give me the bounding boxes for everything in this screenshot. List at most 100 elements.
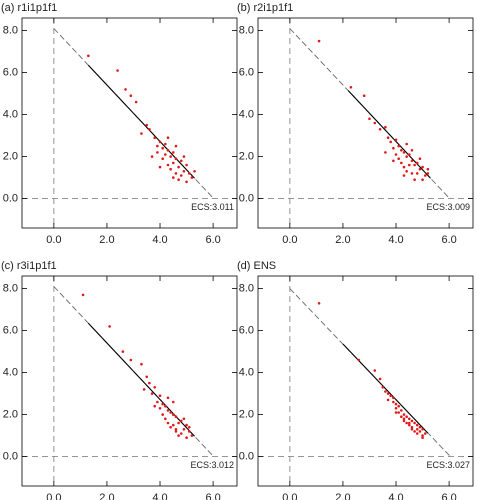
point <box>421 434 424 437</box>
point <box>185 436 188 440</box>
point <box>386 136 390 139</box>
point <box>402 151 406 154</box>
annotation: ECS:3.012 <box>190 460 234 470</box>
y-tick-label: 4.0 <box>3 367 18 379</box>
x-tick-label: 0.0 <box>282 234 297 246</box>
point <box>410 159 414 163</box>
point <box>421 436 424 440</box>
y-tick-label: 8.0 <box>239 25 254 37</box>
point <box>349 86 353 89</box>
point <box>373 369 377 372</box>
point <box>166 163 170 167</box>
plot-frame <box>257 17 474 229</box>
point <box>190 176 194 179</box>
point <box>394 411 398 414</box>
point <box>171 151 175 154</box>
annotation-bg <box>183 458 235 471</box>
point <box>187 425 191 429</box>
fit-line-solid <box>87 64 195 179</box>
point <box>182 170 186 173</box>
point <box>150 392 154 395</box>
point <box>384 151 387 154</box>
annotation: ECS:3.011 <box>191 202 234 212</box>
point <box>400 415 403 419</box>
point <box>421 428 424 431</box>
point <box>169 155 172 158</box>
point <box>402 417 406 421</box>
point <box>145 375 149 379</box>
point <box>116 69 119 72</box>
point <box>402 413 406 416</box>
point <box>182 155 186 158</box>
x-tick-label: 6.0 <box>205 492 220 500</box>
panel-title: (a) r1i1p1f1 <box>1 2 57 14</box>
point <box>142 388 146 391</box>
panel-title: (b) r2i1p1f1 <box>237 2 293 14</box>
point <box>153 386 157 389</box>
point <box>164 142 167 146</box>
point <box>402 419 406 423</box>
point <box>426 167 430 171</box>
y-tick-label: 2.0 <box>239 151 254 163</box>
point <box>171 176 175 179</box>
point <box>193 170 196 173</box>
point <box>410 425 414 429</box>
point <box>426 172 430 175</box>
x-tick-label: 2.0 <box>335 492 350 500</box>
fit-line-solid <box>342 343 429 434</box>
point <box>407 163 411 167</box>
point <box>161 413 164 416</box>
point <box>156 144 159 148</box>
point <box>187 172 191 175</box>
panel: (a) r1i1p1f1 0.0 2.0 4.0 6.0 0.0 2.0 4.0 6.0 8.0 E… <box>1 2 238 246</box>
x-tick-label: 2.0 <box>335 234 350 246</box>
panel-title: (c) r3i1p1f1 <box>1 260 57 272</box>
point <box>389 394 393 398</box>
y-tick-label: 6.0 <box>239 325 254 337</box>
point <box>357 358 361 362</box>
x-tick-label: 6.0 <box>441 234 456 246</box>
point <box>187 430 191 433</box>
point <box>402 174 406 177</box>
point <box>415 432 419 435</box>
annotation-bg <box>183 200 235 213</box>
point <box>418 167 422 171</box>
point <box>397 404 400 408</box>
x-tick-label: 4.0 <box>388 492 403 500</box>
point <box>384 125 387 129</box>
point <box>150 155 154 158</box>
point <box>378 128 382 131</box>
point <box>190 434 194 437</box>
point <box>166 136 170 139</box>
point <box>124 88 127 91</box>
x-tick-label: 4.0 <box>152 234 167 246</box>
point <box>402 165 406 169</box>
point <box>148 381 151 385</box>
point <box>174 172 178 175</box>
y-tick-label: 6.0 <box>3 325 18 337</box>
point <box>121 350 125 353</box>
x-tick-label: 4.0 <box>152 492 167 500</box>
point <box>392 159 395 163</box>
point <box>179 159 183 163</box>
point <box>378 377 382 381</box>
point <box>405 170 408 173</box>
annotation-bg <box>419 200 471 213</box>
point <box>400 161 403 165</box>
fit-line-solid <box>347 90 431 179</box>
point <box>421 165 424 169</box>
point <box>171 161 175 165</box>
point <box>161 402 164 406</box>
point <box>407 417 411 421</box>
y-tick-label: 0.0 <box>239 451 254 463</box>
point <box>392 146 395 150</box>
point <box>169 167 172 171</box>
point <box>423 174 427 177</box>
point <box>418 430 422 433</box>
point <box>400 149 403 152</box>
y-tick-label: 2.0 <box>3 151 18 163</box>
point <box>164 153 167 156</box>
point <box>169 425 172 429</box>
point <box>177 434 180 437</box>
